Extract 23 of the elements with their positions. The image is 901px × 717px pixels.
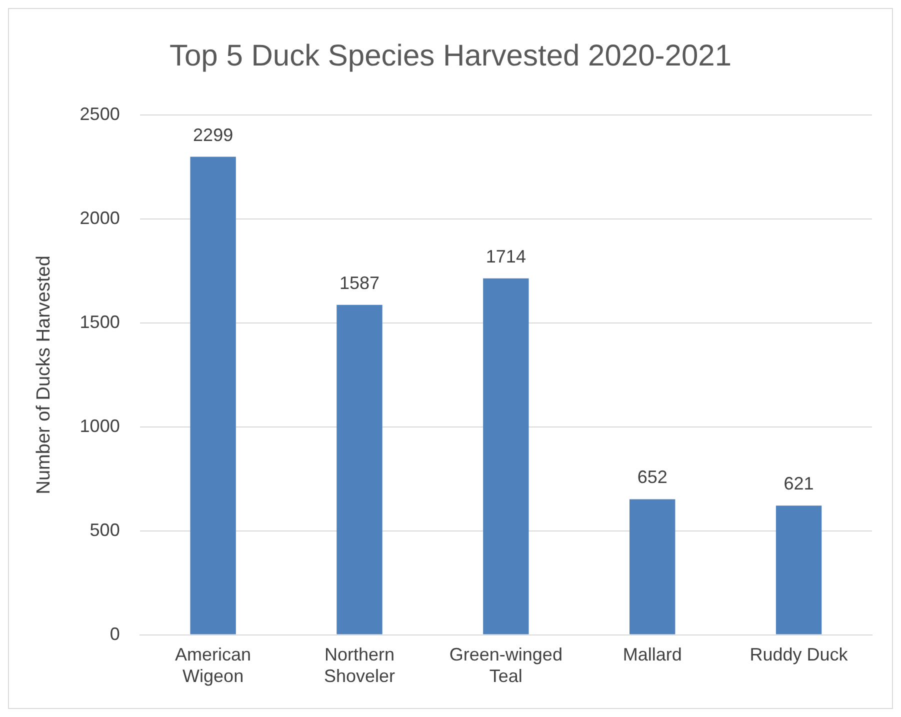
x-tick-label: Ruddy Duck (750, 644, 849, 665)
y-axis-title: Number of Ducks Harvested (34, 256, 55, 494)
x-tick-label: American Wigeon (175, 644, 252, 686)
bar (776, 506, 822, 634)
bar (630, 499, 676, 634)
bar (483, 278, 529, 634)
y-tick-label: 1500 (80, 312, 120, 332)
y-tick-label: 1000 (80, 416, 120, 436)
y-tick-label: 2000 (80, 208, 120, 228)
x-tick-label: Mallard (622, 644, 682, 665)
chart-title: Top 5 Duck Species Harvested 2020-2021 (169, 39, 732, 72)
y-tick-label: 500 (90, 520, 120, 540)
data-label: 652 (637, 467, 668, 488)
data-label: 1587 (339, 272, 380, 293)
x-tick-label: Green-winged Teal (449, 644, 562, 686)
x-tick-label: Northern Shoveler (324, 644, 396, 686)
y-tick-label: 0 (110, 624, 120, 644)
bar (190, 156, 236, 634)
data-label: 621 (784, 474, 814, 494)
y-tick-label: 2500 (80, 104, 120, 124)
data-label: 2299 (193, 124, 234, 145)
bar (336, 304, 382, 634)
data-label: 1714 (486, 246, 526, 266)
